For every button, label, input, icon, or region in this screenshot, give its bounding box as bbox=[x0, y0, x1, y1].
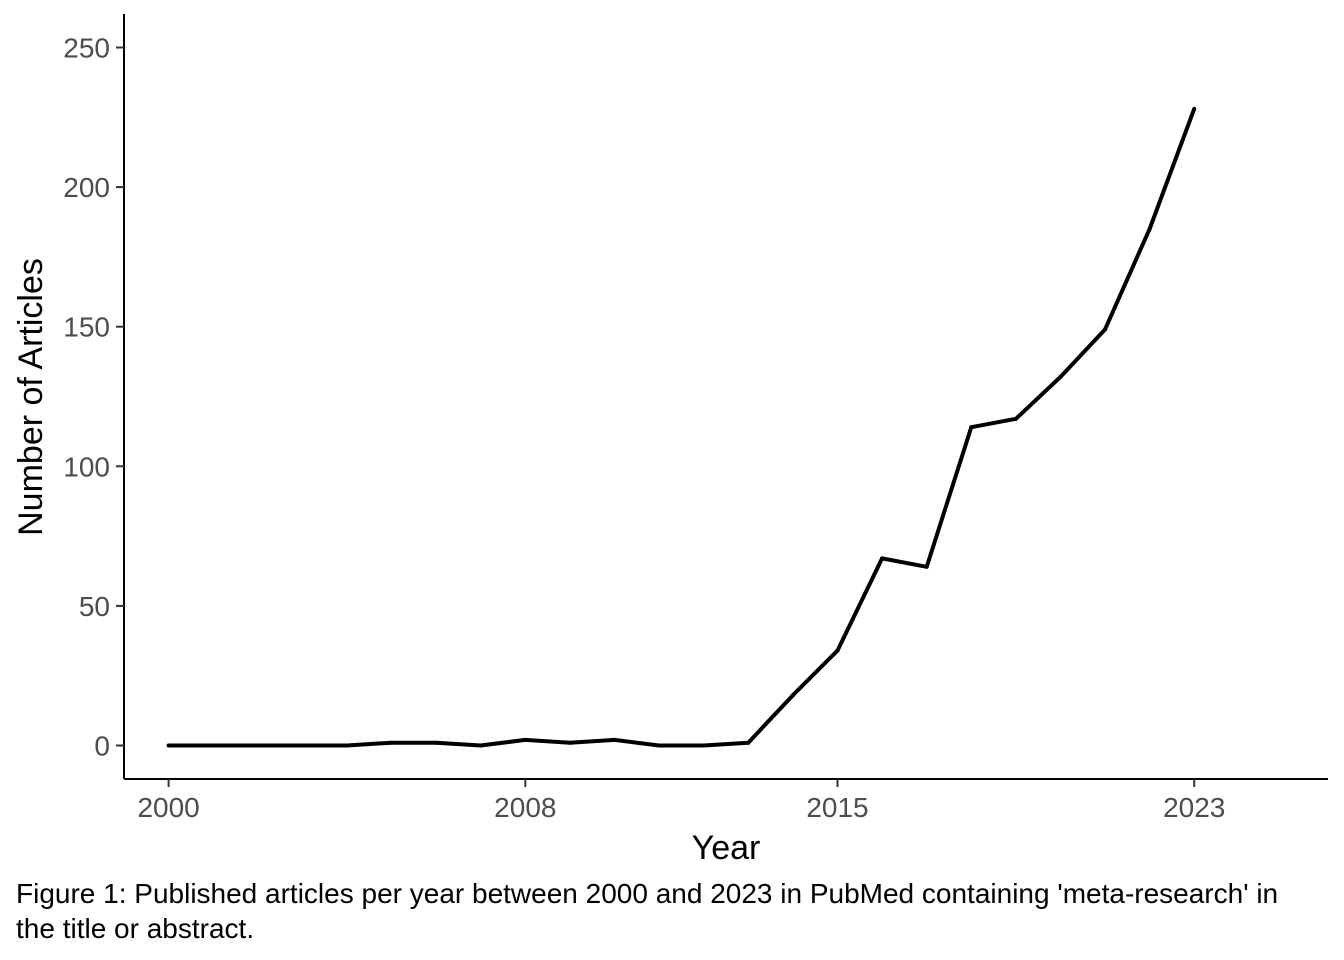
data-point bbox=[300, 743, 305, 748]
x-axis: 2000 2008 2015 2023 bbox=[124, 778, 1328, 823]
data-point bbox=[1192, 106, 1197, 111]
series-line bbox=[168, 108, 1197, 748]
data-point bbox=[478, 743, 483, 748]
data-point bbox=[1058, 374, 1063, 379]
y-tick-label: 50 bbox=[79, 591, 110, 622]
y-tick-label: 200 bbox=[63, 172, 110, 203]
data-point bbox=[880, 556, 885, 561]
y-axis-title: Number of Articles bbox=[12, 258, 50, 536]
y-axis: 0 50 100 150 200 250 bbox=[63, 14, 125, 779]
data-point bbox=[567, 740, 572, 745]
data-point bbox=[344, 743, 349, 748]
y-tick-label: 0 bbox=[94, 730, 110, 761]
x-tick-label: 2023 bbox=[1163, 792, 1225, 823]
data-point bbox=[612, 737, 617, 742]
x-axis-title: Year bbox=[692, 829, 761, 867]
data-point bbox=[969, 425, 974, 430]
y-tick-label: 250 bbox=[63, 33, 110, 64]
data-point bbox=[1147, 226, 1152, 231]
figure-caption: Figure 1: Published articles per year be… bbox=[16, 878, 1279, 944]
data-point bbox=[255, 743, 260, 748]
data-point bbox=[790, 693, 795, 698]
data-point bbox=[389, 740, 394, 745]
data-point bbox=[924, 564, 929, 569]
y-tick-label: 100 bbox=[63, 451, 110, 482]
data-point bbox=[434, 740, 439, 745]
x-tick-label: 2000 bbox=[137, 792, 199, 823]
data-point bbox=[211, 743, 216, 748]
y-ticks: 0 50 100 150 200 250 bbox=[63, 33, 124, 761]
data-point bbox=[166, 743, 171, 748]
data-point bbox=[835, 648, 840, 653]
x-ticks: 2000 2008 2015 2023 bbox=[137, 779, 1225, 823]
data-point bbox=[746, 740, 751, 745]
x-tick-label: 2008 bbox=[494, 792, 556, 823]
data-point bbox=[1103, 327, 1108, 332]
line-chart: 0 50 100 150 200 250 2000 2008 2015 2023 Year Nu… bbox=[12, 14, 1328, 867]
data-point bbox=[701, 743, 706, 748]
x-tick-label: 2015 bbox=[806, 792, 868, 823]
y-tick-label: 150 bbox=[63, 312, 110, 343]
plot-series bbox=[166, 106, 1197, 748]
data-point bbox=[657, 743, 662, 748]
data-point bbox=[1013, 416, 1018, 421]
data-point bbox=[523, 737, 528, 742]
